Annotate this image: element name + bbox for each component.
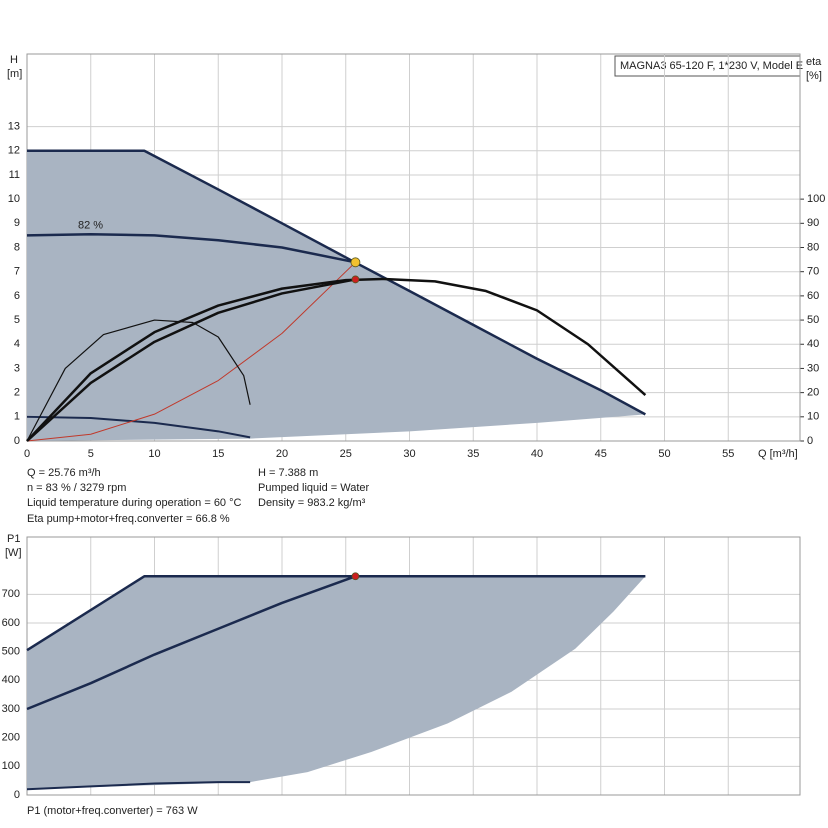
info-text: n = 83 % / 3279 rpm: [27, 482, 126, 494]
annotation: 82 %: [78, 220, 103, 232]
y-tick-label: 11: [9, 169, 20, 181]
curve: [26, 278, 356, 442]
curve: [26, 277, 647, 442]
info-text: P1 (motor+freq.converter) = 763 W: [27, 805, 198, 817]
y-tick-label: 13: [8, 120, 20, 132]
info-text: Q = 25.76 m³/h: [27, 467, 101, 479]
x-tick-label: 50: [658, 448, 670, 460]
y-tick-label: 200: [2, 732, 20, 744]
y2-tick-label: 100: [807, 193, 825, 205]
curve: [26, 232, 356, 264]
y-tick-label: 3: [14, 362, 20, 374]
x-tick-label: 5: [88, 448, 94, 460]
y-tick-label: 12: [8, 145, 20, 157]
y-tick-label: 0: [14, 789, 20, 801]
y2-tick-label: 70: [807, 266, 819, 278]
operating-area: [27, 576, 646, 790]
y2-tick-label: 30: [807, 362, 819, 374]
info-text: H = 7.388 m: [258, 467, 318, 479]
curve: [27, 149, 646, 416]
x-tick-label: 35: [467, 448, 479, 460]
info-text: Eta pump+motor+freq.converter = 66.8 %: [27, 513, 230, 525]
y-tick-label: 0: [14, 435, 20, 447]
curve: [26, 261, 356, 442]
y2-tick-label: 20: [807, 387, 819, 399]
y2-tick-label: 40: [807, 338, 819, 350]
y2-axis-label: [%]: [806, 70, 822, 82]
y2-tick-label: 10: [807, 411, 819, 423]
y-tick-label: 5: [14, 314, 20, 326]
chart-title: MAGNA3 65-120 F, 1*230 V, Model E: [620, 60, 803, 72]
y2-tick-label: 50: [807, 314, 819, 326]
y-tick-label: 600: [2, 617, 20, 629]
y2-tick-label: 0: [807, 435, 813, 447]
y2-axis-label: eta: [806, 56, 822, 68]
y-axis-label: [m]: [7, 68, 22, 80]
x-tick-label: 25: [340, 448, 352, 460]
x-tick-label: 55: [722, 448, 734, 460]
curve: [26, 415, 251, 439]
y-tick-label: 4: [14, 338, 20, 350]
y-tick-label: 400: [2, 674, 20, 686]
x-axis-label: Q [m³/h]: [758, 448, 798, 460]
y-tick-label: 300: [2, 703, 20, 715]
x-tick-label: 30: [403, 448, 415, 460]
info-text: Liquid temperature during operation = 60…: [27, 497, 242, 509]
y2-tick-label: 60: [807, 290, 819, 302]
y2-tick-label: 80: [807, 241, 819, 253]
operating-area: [27, 150, 646, 441]
y-tick-label: 1: [14, 411, 20, 423]
y-tick-label: 6: [14, 290, 20, 302]
duty-point: [351, 572, 360, 581]
y-axis-label: P1: [7, 533, 20, 545]
x-tick-label: 10: [148, 448, 160, 460]
x-tick-label: 45: [595, 448, 607, 460]
curve: [26, 575, 646, 652]
y-tick-label: 2: [14, 387, 20, 399]
y-axis-label: H: [10, 54, 18, 66]
y-tick-label: 10: [8, 193, 20, 205]
curve: [26, 319, 251, 442]
x-tick-label: 40: [531, 448, 543, 460]
curve: [26, 781, 251, 791]
y-tick-label: 9: [14, 217, 20, 229]
y-tick-label: 100: [2, 760, 20, 772]
curve: [26, 575, 356, 711]
duty-point: [351, 275, 360, 284]
x-tick-label: 15: [212, 448, 224, 460]
y-axis-label: [W]: [5, 547, 22, 559]
x-tick-label: 0: [24, 448, 30, 460]
info-text: Density = 983.2 kg/m³: [258, 497, 366, 509]
y2-tick-label: 90: [807, 217, 819, 229]
y-tick-label: 500: [2, 646, 20, 658]
y-tick-label: 700: [2, 588, 20, 600]
info-text: Pumped liquid = Water: [258, 482, 370, 494]
y-tick-label: 8: [14, 241, 20, 253]
duty-point: [350, 257, 361, 268]
y-tick-label: 7: [14, 266, 20, 278]
x-tick-label: 20: [276, 448, 288, 460]
